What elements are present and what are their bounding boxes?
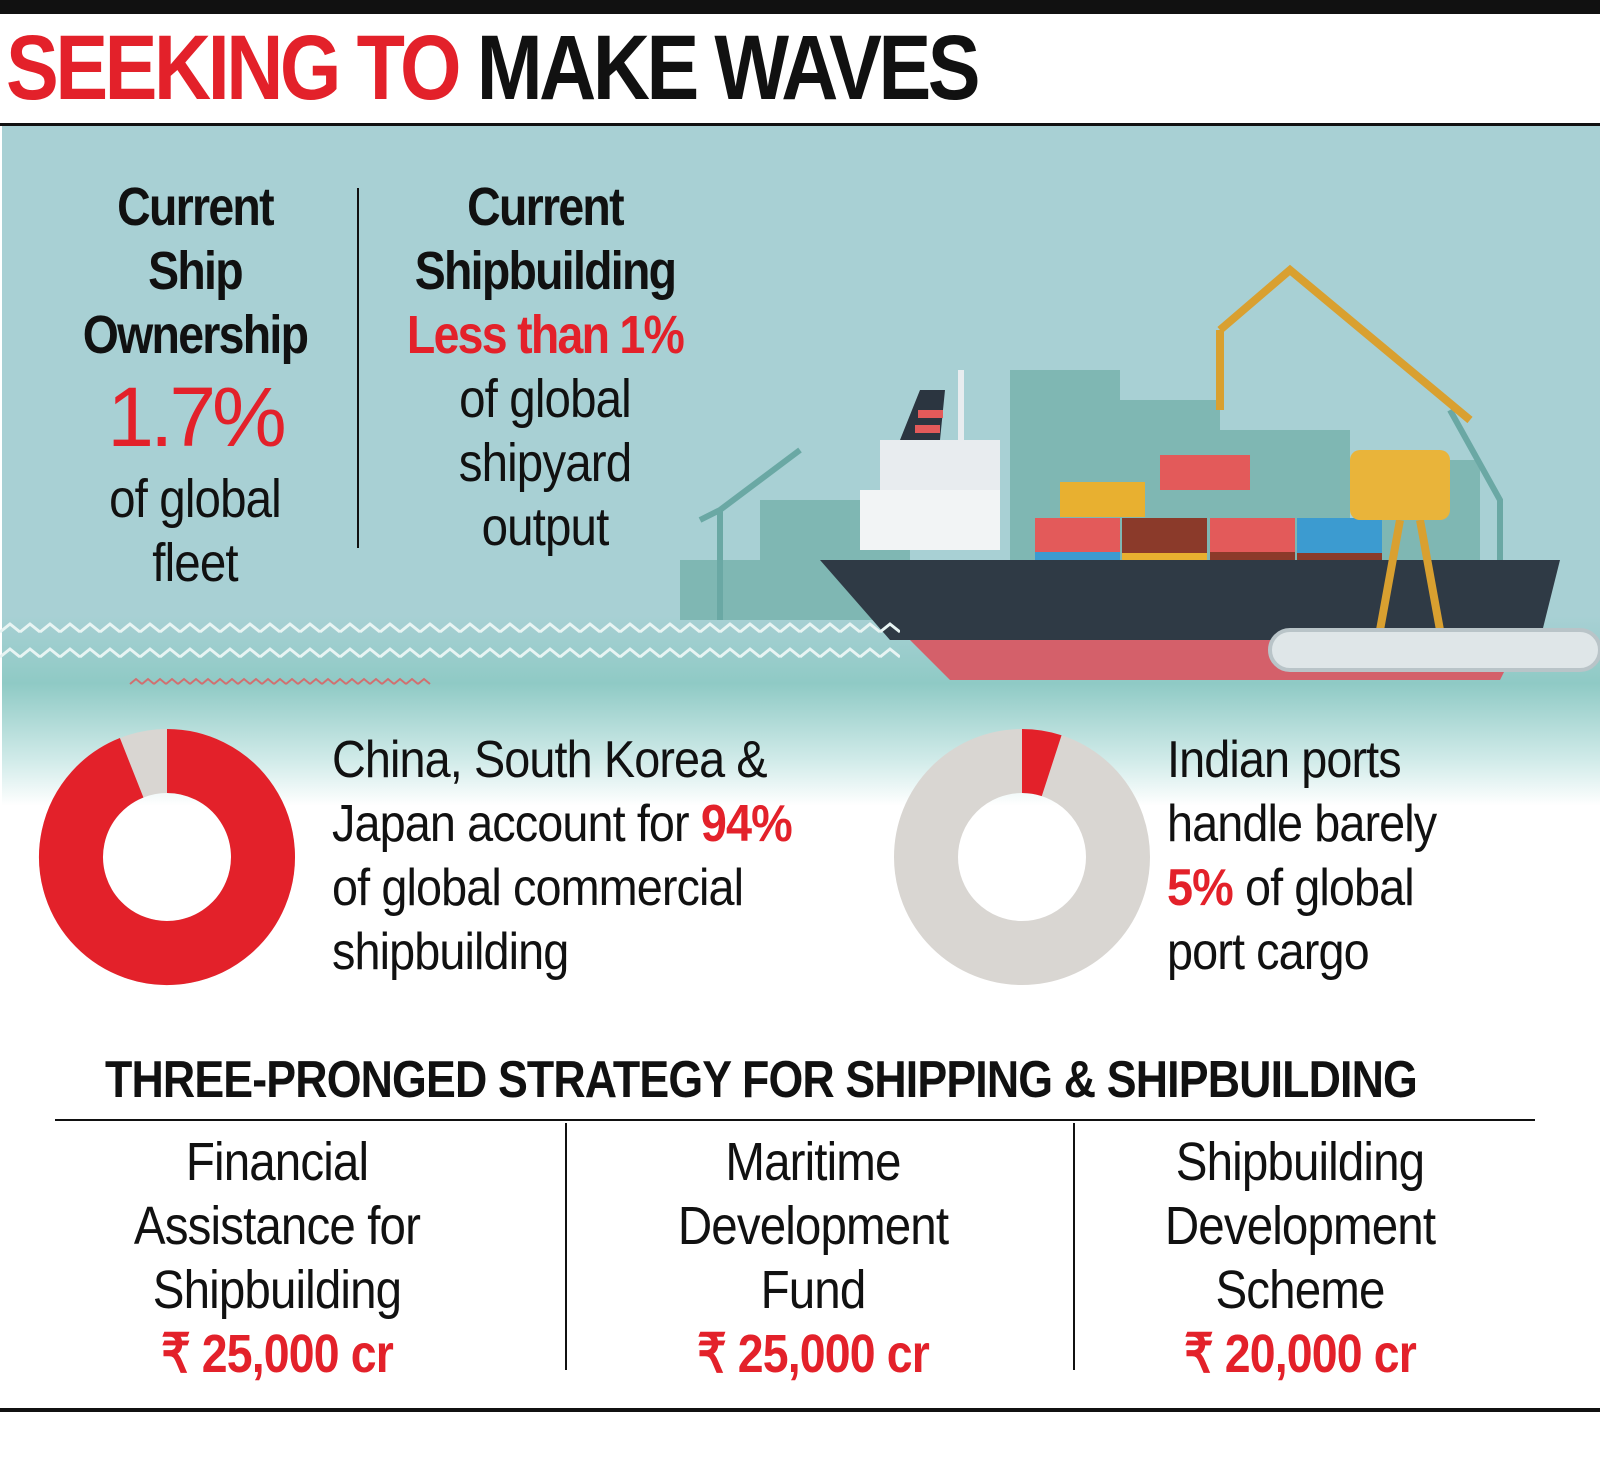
ownership-value: 1.7%: [107, 370, 286, 464]
donut-track: [894, 729, 1150, 985]
crane-icon: [1216, 264, 1473, 631]
strategy-item-maritime-fund: Maritime Development Fund ₹ 25,000 cr: [563, 1130, 1063, 1386]
donut-caption-1: China, South Korea & Japan account for 9…: [332, 731, 793, 981]
page-title: SEEKING TO MAKE WAVES: [6, 17, 981, 119]
strategy-heading: THREE-PRONGED STRATEGY FOR SHIPPING & SH…: [105, 1051, 1418, 1109]
donut-caption-2: Indian ports handle barely 5% of global …: [1167, 731, 1437, 981]
column-divider: [565, 1123, 567, 1370]
waves-decoration: [0, 622, 900, 685]
strategy-item-financial-assistance: Financial Assistance for Shipbuilding ₹ …: [27, 1130, 527, 1386]
top-bar: [0, 0, 1600, 14]
shipbuilding-value: Less than 1%: [406, 305, 685, 365]
cargo-ship-illustration: [680, 264, 1600, 680]
title-rule: [0, 123, 1600, 126]
amount: ₹ 25,000 cr: [161, 1324, 394, 1384]
ownership-block: Current Ship Ownership 1.7% of global fl…: [40, 175, 350, 595]
donut-slice-94: [39, 729, 295, 985]
donut-slice-5: [1020, 729, 1062, 797]
shipbuilding-block: Current Shipbuilding Less than 1% of glo…: [380, 175, 710, 559]
strategy-rule: [55, 1119, 1535, 1121]
strategy-item-development-scheme: Shipbuilding Development Scheme ₹ 20,000…: [1050, 1130, 1550, 1386]
bottom-rule: [0, 1408, 1600, 1412]
donut-chart-shipbuilding-share: [39, 729, 295, 985]
column-divider: [357, 188, 359, 548]
donut-chart-port-cargo-share: [894, 729, 1150, 985]
column-divider: [1073, 1123, 1075, 1370]
amount: ₹ 25,000 cr: [697, 1324, 930, 1384]
amount: ₹ 20,000 cr: [1184, 1324, 1417, 1384]
ship-hull: [820, 560, 1560, 640]
